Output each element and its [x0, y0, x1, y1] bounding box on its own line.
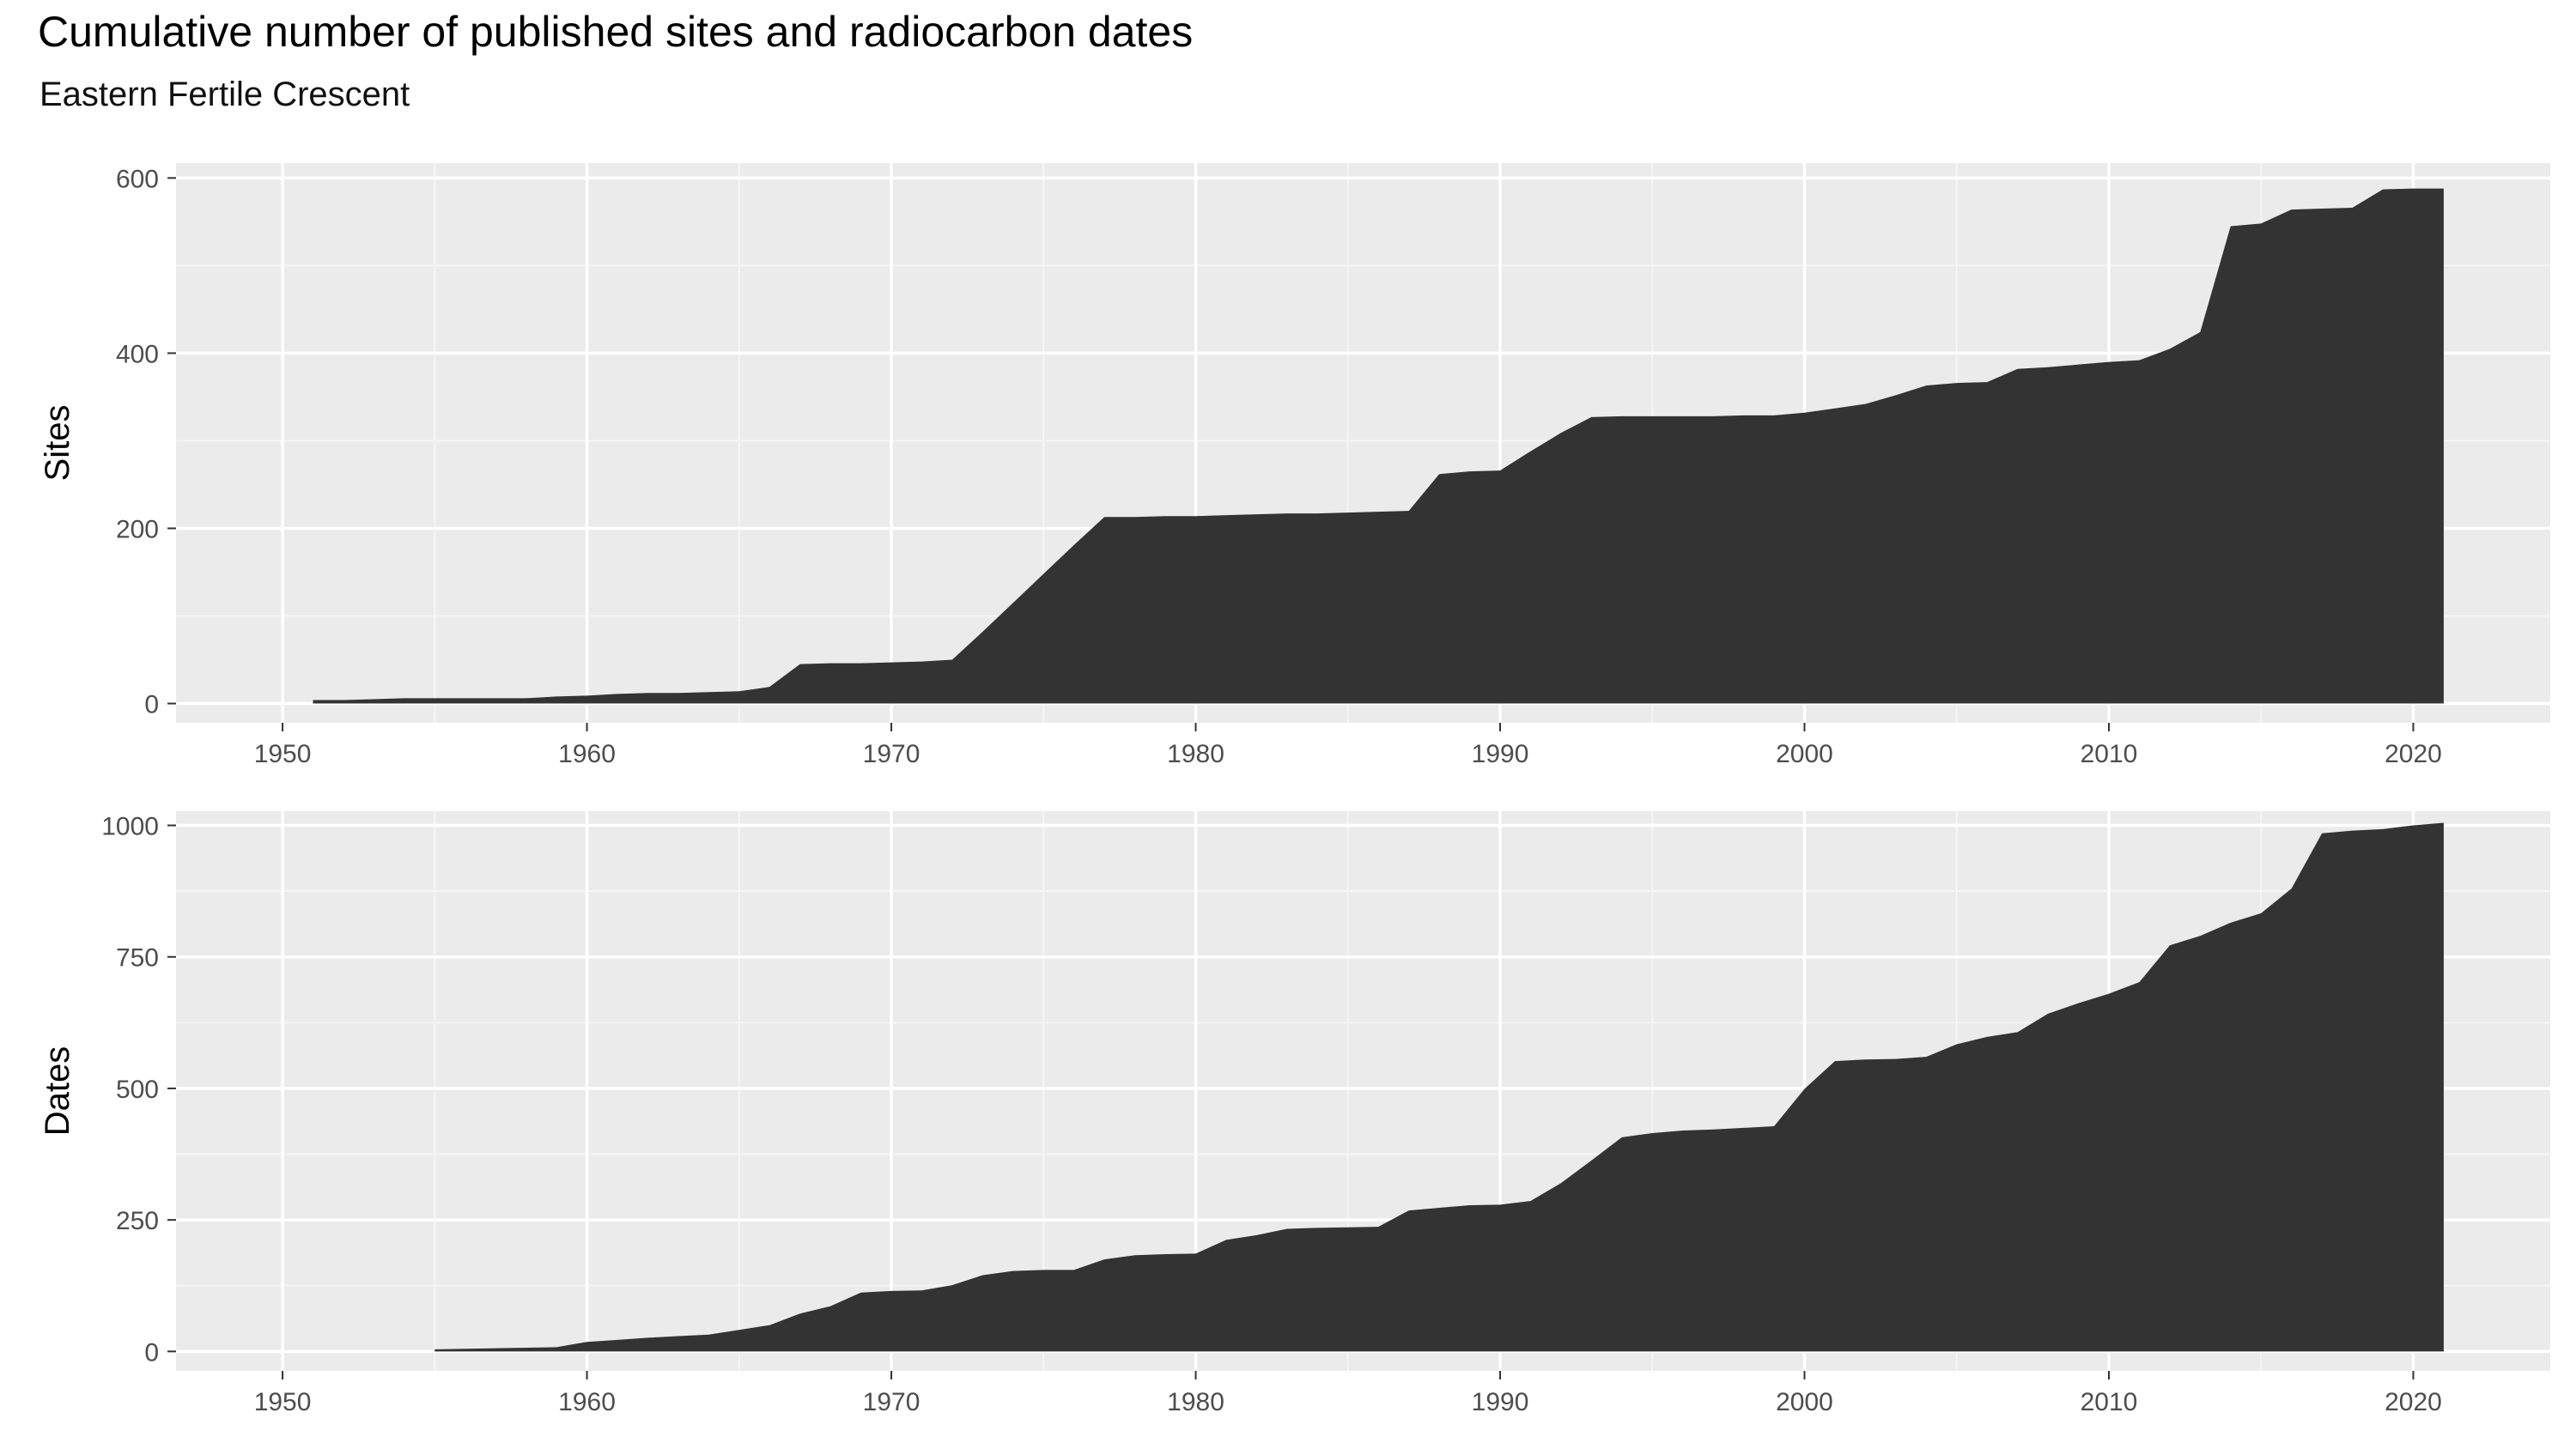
x-tick-label: 1960 [558, 1388, 616, 1416]
panel-dates: 1950 1960 1970 1980 1990 2000 2010 2020 0 250 500 7… [39, 811, 2550, 1416]
y-tick-label: 750 [116, 944, 159, 973]
x-tick-label: 2000 [1776, 740, 1833, 768]
x-tick-label: 2020 [2385, 1388, 2442, 1416]
x-tick-label: 2000 [1776, 1388, 1833, 1416]
x-tick-label: 1950 [254, 1388, 312, 1416]
y-axis-label: Sites [39, 405, 76, 482]
chart-title: Cumulative number of published sites and… [38, 8, 1194, 56]
x-tick-label: 1990 [1472, 1388, 1529, 1416]
y-tick-label: 1000 [101, 813, 159, 841]
x-tick-label: 1990 [1472, 740, 1529, 768]
y-tick-label: 600 [116, 165, 159, 193]
x-tick-label: 1970 [863, 740, 920, 768]
x-tick-label: 1980 [1167, 740, 1224, 768]
x-tick-label: 1980 [1167, 1388, 1224, 1416]
y-tick-label: 400 [116, 340, 159, 368]
x-tick-label: 1970 [863, 1388, 920, 1416]
x-tick-label: 2010 [2081, 1388, 2138, 1416]
y-axis-label: Dates [39, 1046, 76, 1137]
chart-subtitle: Eastern Fertile Crescent [39, 76, 410, 113]
x-tick-label: 1960 [558, 740, 616, 768]
x-tick-label: 2020 [2385, 740, 2442, 768]
x-tick-label: 2010 [2081, 740, 2138, 768]
panel-sites: 1950 1960 1970 1980 1990 2000 2010 2020 0 200 400 6… [39, 163, 2550, 768]
y-tick-label: 250 [116, 1207, 159, 1235]
y-tick-label: 500 [116, 1076, 159, 1104]
y-tick-label: 200 [116, 515, 159, 543]
area-series [434, 822, 2444, 1352]
y-tick-label: 0 [144, 1338, 159, 1367]
x-tick-label: 1950 [254, 740, 312, 768]
y-tick-label: 0 [144, 691, 159, 719]
area-series [313, 188, 2444, 704]
